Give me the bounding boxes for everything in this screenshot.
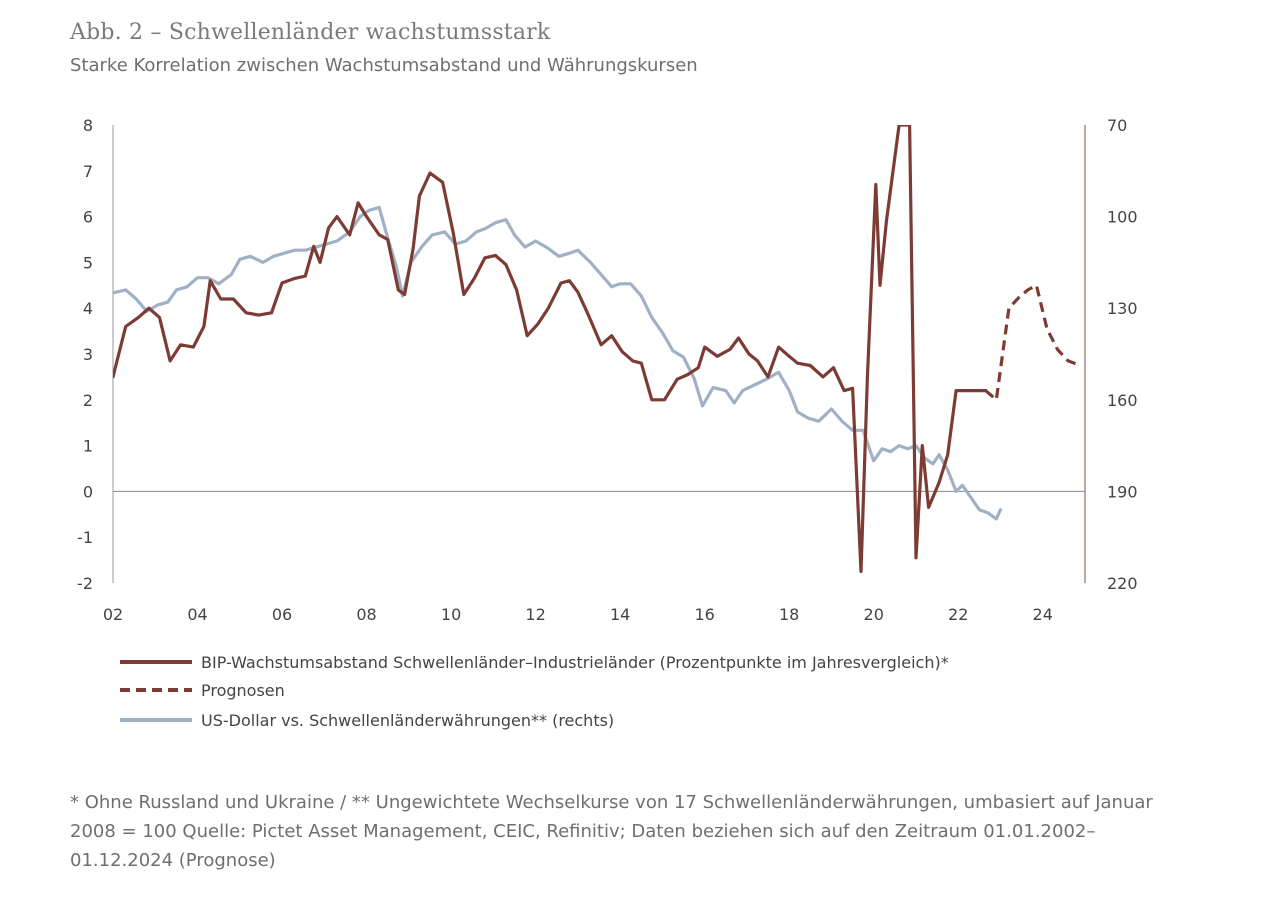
x-tick-label: 16 <box>694 605 714 624</box>
y-right-tick-label: 130 <box>1107 299 1138 318</box>
series-line-2 <box>984 283 1082 402</box>
y-left-tick-label: 8 <box>83 116 93 135</box>
series-line-3 <box>113 205 1003 521</box>
y-left-tick-label: 1 <box>83 437 93 456</box>
x-tick-label: 20 <box>864 605 884 624</box>
y-left-tick-label: 7 <box>83 162 93 181</box>
x-tick-label: 08 <box>356 605 376 624</box>
x-tick-label: 02 <box>103 605 123 624</box>
legend-label-3: US-Dollar vs. Schwellenländerwährungen**… <box>201 711 614 730</box>
y-right-tick-label: 220 <box>1107 574 1138 593</box>
y-right-tick-label: 190 <box>1107 482 1138 501</box>
legend-label-1: BIP-Wachstumsabstand Schwellenländer–Ind… <box>201 653 949 672</box>
x-tick-label: 10 <box>441 605 461 624</box>
x-tick-label: 04 <box>187 605 207 624</box>
y-left-tick-label: 5 <box>83 253 93 272</box>
y-left-tick-label: 3 <box>83 345 93 364</box>
y-left-tick-label: -2 <box>77 574 93 593</box>
footnote: * Ohne Russland und Ukraine / ** Ungewic… <box>70 792 1153 871</box>
x-tick-label: 06 <box>272 605 292 624</box>
chart-title: Abb. 2 – Schwellenländer wachstumsstark <box>70 20 551 45</box>
y-right-tick-label: 100 <box>1107 208 1138 227</box>
x-tick-label: 24 <box>1033 605 1053 624</box>
y-right-tick-label: 160 <box>1107 391 1138 410</box>
y-left-tick-label: -1 <box>77 528 93 547</box>
y-right-tick-label: 70 <box>1107 116 1127 135</box>
legend-label-2: Prognosen <box>201 681 285 700</box>
y-left-tick-label: 2 <box>83 391 93 410</box>
x-tick-label: 12 <box>525 605 545 624</box>
series-layer <box>113 125 1082 574</box>
y-left-tick-label: 0 <box>83 482 93 501</box>
x-tick-label: 18 <box>779 605 799 624</box>
y-left-tick-label: 6 <box>83 208 93 227</box>
x-tick-label: 14 <box>610 605 630 624</box>
legend: BIP-Wachstumsabstand Schwellenländer–Ind… <box>120 653 949 730</box>
y-left-tick-label: 4 <box>83 299 93 318</box>
chart-subtitle: Starke Korrelation zwischen Wachstumsabs… <box>70 55 698 76</box>
x-tick-label: 22 <box>948 605 968 624</box>
series-line-1 <box>113 125 988 574</box>
